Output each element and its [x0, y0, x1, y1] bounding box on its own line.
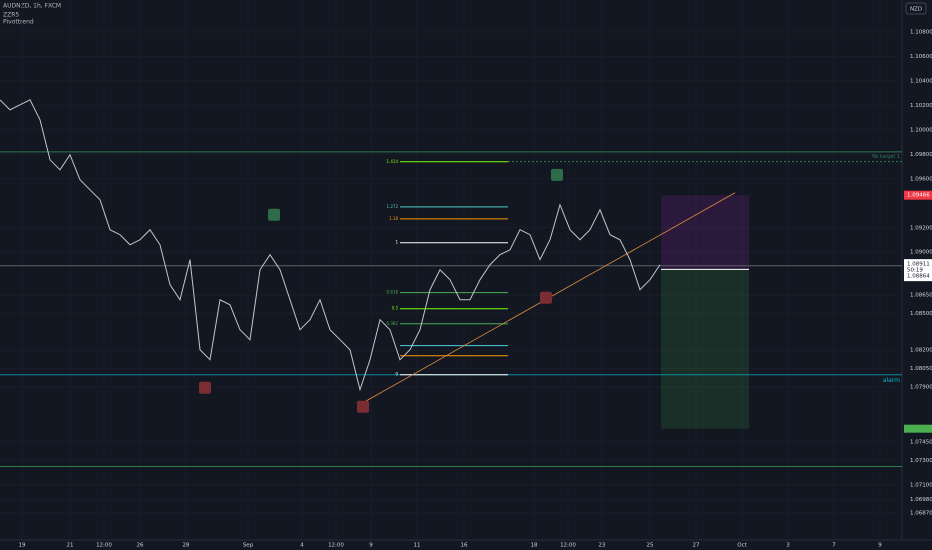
fib-label: 1.414 [387, 159, 399, 164]
price-tag-label: 1.09466 [907, 193, 930, 199]
x-tick-label: 12:00 [560, 543, 576, 549]
y-tick-label: 1.09800 [910, 152, 932, 158]
price-tag [904, 190, 932, 200]
x-tick-label: 9 [369, 543, 373, 549]
fib-label: 0.5 [392, 306, 399, 311]
x-tick-label: 3 [786, 543, 790, 549]
y-tick-label: 1.08500 [910, 311, 932, 317]
chart-title: AUDNZD, 1h, FXCM [3, 3, 61, 10]
x-tick-label: 11 [414, 543, 421, 549]
x-tick-label: Oct [737, 543, 747, 549]
y-tick-label: 1.10400 [910, 78, 932, 84]
fib-label: 1 [395, 240, 398, 245]
y-tick-label: 1.10000 [910, 127, 932, 133]
y-tick-label: 1.06980 [910, 497, 932, 503]
currency-box[interactable] [905, 2, 927, 15]
x-tick-label: 16 [461, 543, 468, 549]
x-tick-label: 25 [647, 543, 654, 549]
x-tick-label: 9 [878, 543, 882, 549]
price-line [0, 99, 661, 392]
price-tag [904, 424, 932, 433]
y-tick-label: 1.07450 [910, 440, 932, 446]
price-tag-label: 1.08911 [907, 262, 930, 268]
y-tick-label: 1.07100 [910, 482, 932, 488]
y-tick-label: 1.08650 [910, 293, 932, 299]
fib-label: 1.272 [387, 204, 399, 209]
price-tag-label: 1.08864 [907, 274, 930, 280]
pivot-marker [540, 291, 552, 304]
fib-label: 0.382 [387, 321, 399, 326]
price-tag [904, 259, 932, 282]
countdown: 50:19 [907, 268, 923, 274]
x-tick-label: 26 [137, 543, 144, 549]
alarm-label: alarm [883, 377, 900, 384]
x-tick-label: 18 [531, 543, 538, 549]
y-tick-label: 1.10600 [910, 54, 932, 60]
pivot-marker [268, 208, 280, 221]
y-tick-label: 1.09000 [910, 250, 932, 256]
target-label: fib target 1 [872, 154, 900, 160]
fib-label: 1.18 [389, 216, 398, 221]
pivot-marker [199, 381, 211, 394]
x-tick-label: 7 [832, 543, 836, 549]
y-tick-label: 1.07300 [910, 458, 932, 464]
target-zone [661, 269, 749, 429]
y-tick-label: 1.07900 [910, 384, 932, 390]
fib-label: 0 [395, 372, 398, 377]
pivot-marker [551, 168, 563, 181]
pivot-marker [357, 400, 369, 413]
x-tick-label: 12:00 [328, 543, 344, 549]
x-tick-label: 19 [19, 543, 26, 549]
y-tick-label: 1.08200 [910, 348, 932, 354]
y-tick-label: 1.09200 [910, 225, 932, 231]
y-tick-label: 1.08050 [910, 366, 932, 372]
x-tick-label: 27 [693, 543, 700, 549]
y-tick-label: 1.09600 [910, 176, 932, 182]
y-tick-label: 1.10800 [910, 29, 932, 35]
x-tick-label: 4 [300, 543, 304, 549]
y-tick-label: 1.10200 [910, 103, 932, 109]
y-tick-label: 1.06870 [910, 511, 932, 517]
stop-zone [661, 195, 749, 270]
indicator: Pivottrend [3, 19, 34, 26]
x-tick-label: 28 [183, 543, 190, 549]
x-tick-label: 12:00 [96, 543, 112, 549]
x-tick-label: 21 [67, 543, 74, 549]
fib-label: 0.618 [387, 290, 399, 295]
x-tick-label: Sep [243, 543, 254, 549]
indicator: ZZR5 [3, 12, 19, 19]
x-tick-label: 23 [599, 543, 606, 549]
currency[interactable]: NZD [910, 7, 922, 13]
